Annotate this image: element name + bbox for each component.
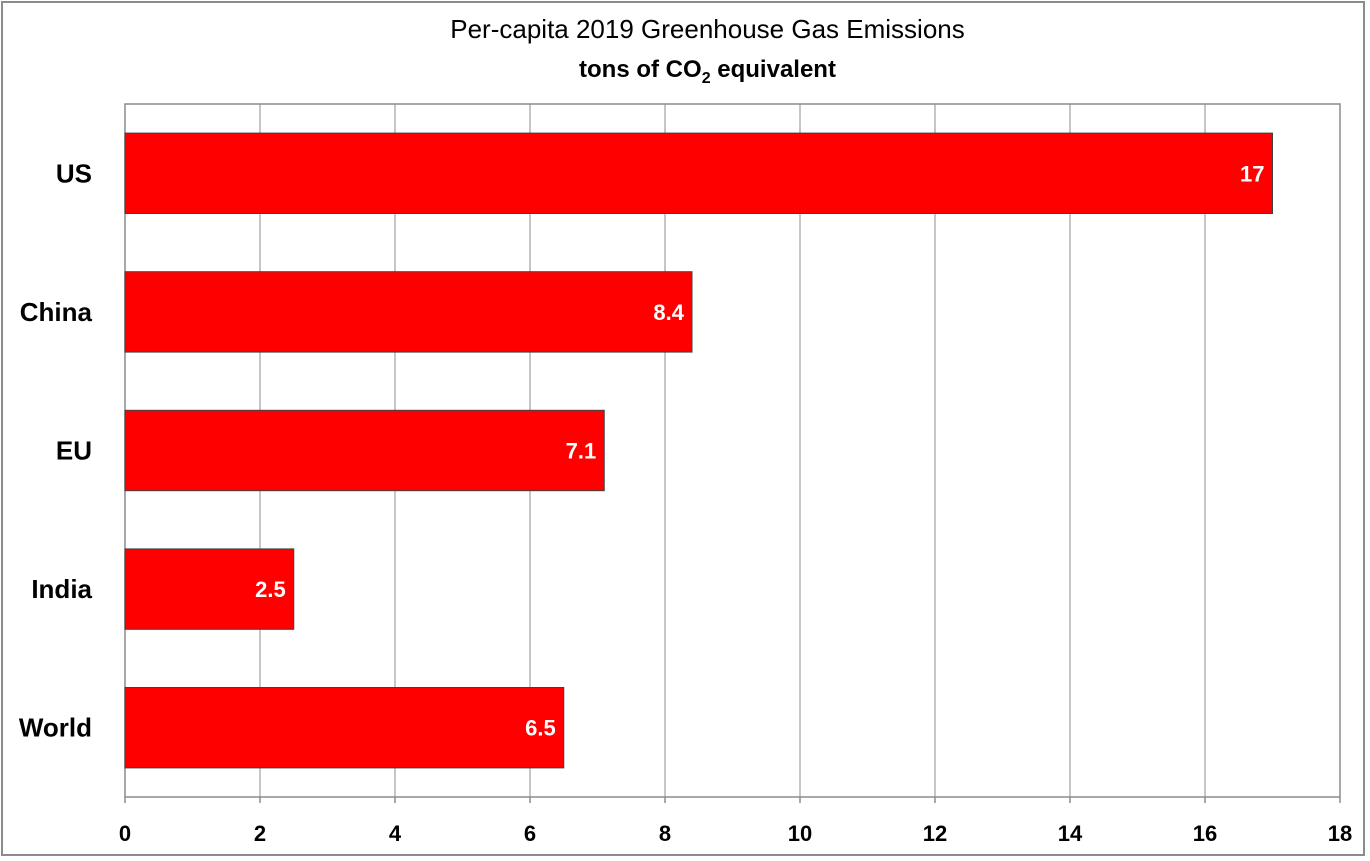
subtitle-text: tons of CO — [579, 56, 702, 83]
subtitle-subscript: 2 — [701, 70, 711, 87]
category-label-india: India — [31, 574, 92, 604]
x-tick-label: 2 — [254, 821, 266, 846]
category-label-us: US — [56, 158, 92, 188]
x-tick-label: 18 — [1328, 821, 1352, 846]
chart-subtitle: tons of CO2 equivalent — [0, 56, 1370, 87]
data-label-eu: 7.1 — [566, 439, 597, 464]
x-tick-label: 14 — [1058, 821, 1083, 846]
data-label-world: 6.5 — [525, 716, 556, 741]
subtitle-text-end: equivalent — [710, 56, 836, 83]
bar-china — [124, 271, 693, 353]
bar-india — [124, 548, 295, 630]
category-labels: US China EU India World — [19, 158, 93, 742]
x-axis-ticks: 0 2 4 6 8 10 12 14 16 18 — [119, 797, 1352, 846]
x-tick-label: 12 — [923, 821, 947, 846]
x-tick-label: 6 — [524, 821, 536, 846]
x-tick-label: 10 — [788, 821, 812, 846]
x-tick-label: 0 — [119, 821, 131, 846]
bar-world — [124, 687, 565, 769]
x-tick-label: 8 — [659, 821, 671, 846]
bar-us — [124, 132, 1273, 214]
chart-title: Per-capita 2019 Greenhouse Gas Emissions — [450, 14, 965, 44]
category-label-world: World — [19, 713, 92, 743]
x-tick-label: 4 — [389, 821, 402, 846]
category-label-china: China — [20, 297, 93, 327]
x-tick-label: 16 — [1193, 821, 1217, 846]
bar-eu — [124, 409, 605, 492]
category-label-eu: EU — [56, 436, 92, 466]
bars: 17 8.4 7.1 2.5 6.5 — [124, 132, 1273, 769]
data-label-china: 8.4 — [653, 300, 684, 325]
data-label-us: 17 — [1240, 161, 1264, 186]
data-label-india: 2.5 — [255, 577, 286, 602]
